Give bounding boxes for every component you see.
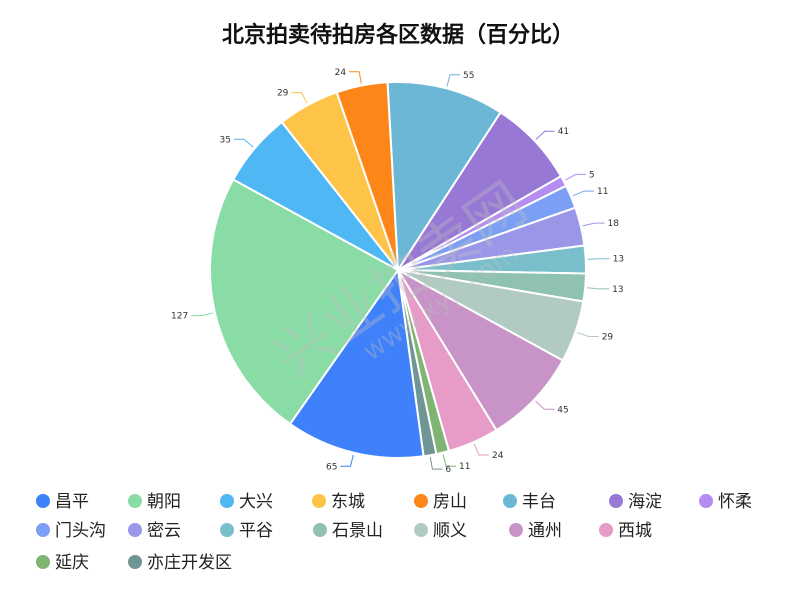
pie-slices: [209, 80, 587, 459]
leader-line: [234, 138, 254, 148]
legend-marker[interactable]: [128, 523, 142, 537]
pie-slice[interactable]: [288, 267, 425, 459]
data-label: 24: [335, 68, 347, 78]
legend-marker[interactable]: [36, 555, 50, 569]
leader-line: [577, 332, 599, 337]
data-label: 41: [558, 127, 569, 137]
leader-line: [587, 287, 610, 290]
data-label: 55: [463, 71, 474, 81]
legend-label[interactable]: 怀柔: [718, 492, 752, 512]
legend-marker[interactable]: [128, 555, 142, 569]
pie-slice[interactable]: [395, 267, 565, 432]
legend-label[interactable]: 门头沟: [55, 521, 106, 541]
data-label: 29: [602, 333, 614, 343]
legend-marker[interactable]: [313, 523, 327, 537]
leader-line: [572, 190, 594, 197]
data-label: 65: [326, 462, 337, 472]
leader-line: [291, 92, 308, 104]
legend-label[interactable]: 东城: [331, 492, 365, 512]
leader-line: [446, 74, 460, 87]
leader-line: [587, 258, 610, 260]
legend-marker[interactable]: [36, 523, 50, 537]
data-label: 24: [492, 451, 504, 461]
pie-slice[interactable]: [209, 178, 400, 426]
pie-slice[interactable]: [386, 80, 502, 274]
leader-line: [582, 222, 605, 227]
leader-line: [429, 457, 443, 470]
chart-title: 北京拍卖待拍房各区数据（百分比）: [222, 22, 574, 48]
leader-line: [565, 173, 586, 181]
data-label: 29: [277, 89, 289, 99]
legend-label[interactable]: 延庆: [55, 553, 89, 573]
leader-line: [535, 400, 555, 410]
data-label: 11: [597, 187, 608, 197]
legend-label[interactable]: 西城: [618, 521, 652, 541]
data-label: 13: [612, 285, 623, 295]
legend-marker[interactable]: [414, 523, 428, 537]
legend-marker[interactable]: [599, 523, 613, 537]
leader-line: [349, 71, 362, 84]
legend-marker[interactable]: [128, 494, 142, 508]
leader-line: [473, 443, 489, 456]
legend-marker[interactable]: [220, 523, 234, 537]
legend-marker[interactable]: [509, 523, 523, 537]
leader-line: [535, 130, 555, 140]
legend-marker[interactable]: [220, 494, 234, 508]
leader-line: [442, 454, 456, 467]
data-label: 127: [171, 312, 188, 322]
legend-marker[interactable]: [312, 494, 326, 508]
legend-label[interactable]: 通州: [528, 521, 562, 541]
leader-line: [340, 454, 354, 467]
legend-marker[interactable]: [36, 494, 50, 508]
legend-label[interactable]: 亦庄开发区: [147, 553, 232, 573]
legend-marker[interactable]: [609, 494, 623, 508]
legend-marker[interactable]: [503, 494, 517, 508]
legend-marker[interactable]: [699, 494, 713, 508]
legend-label[interactable]: 昌平: [55, 492, 89, 512]
data-label: 18: [608, 219, 620, 229]
data-label: 5: [589, 170, 595, 180]
legend-label[interactable]: 石景山: [332, 521, 383, 541]
data-label: 13: [613, 255, 624, 265]
legend-label[interactable]: 朝阳: [147, 492, 181, 512]
legend-label[interactable]: 顺义: [433, 521, 467, 541]
data-label: 35: [220, 135, 231, 145]
data-label: 11: [459, 462, 470, 472]
legend-label[interactable]: 平谷: [239, 521, 273, 541]
legend-label[interactable]: 大兴: [239, 492, 273, 512]
pie-slice[interactable]: [335, 81, 399, 271]
legend-label[interactable]: 海淀: [628, 492, 662, 512]
data-label: 45: [557, 405, 568, 415]
data-label: 6: [445, 465, 451, 475]
legend-label[interactable]: 丰台: [522, 492, 556, 512]
legend-label[interactable]: 密云: [147, 521, 181, 541]
legend-marker[interactable]: [414, 494, 428, 508]
leader-line: [191, 312, 214, 317]
legend-label[interactable]: 房山: [433, 492, 467, 512]
